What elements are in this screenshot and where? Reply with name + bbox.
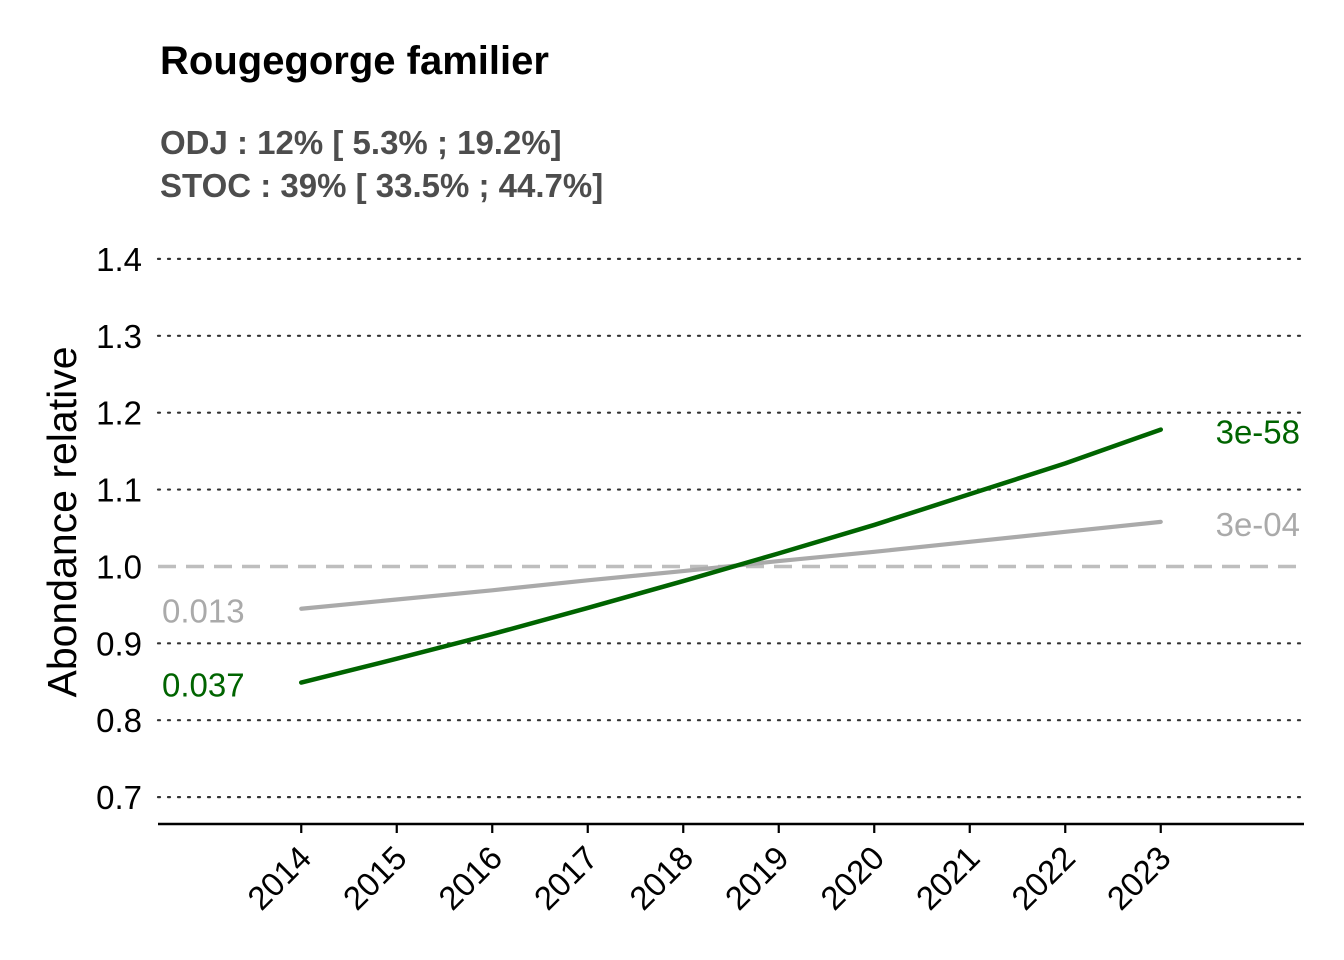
y-tick-label: 0.7 <box>96 779 142 816</box>
series-end-label-1: 3e-04 <box>1216 506 1300 543</box>
x-tick-label: 2016 <box>431 839 509 917</box>
y-tick-label: 1.2 <box>96 395 142 432</box>
y-tick-label: 1.3 <box>96 318 142 355</box>
y-tick-label: 1.1 <box>96 472 142 509</box>
series-labels: 0.013 3e-04 0.037 3e-58 <box>162 414 1300 704</box>
series-start-label-2: 0.037 <box>162 667 245 704</box>
x-tick-label: 2020 <box>813 839 891 917</box>
x-tick-label: 2023 <box>1100 839 1178 917</box>
x-tick-label: 2019 <box>718 839 796 917</box>
chart-subtitle-odj: ODJ : 12% [ 5.3% ; 19.2%] <box>160 124 562 161</box>
series-group <box>299 427 1163 685</box>
series-end-label-2: 3e-58 <box>1216 414 1300 451</box>
y-tick-label: 1.4 <box>96 241 142 278</box>
x-tick-label: 2021 <box>909 839 987 917</box>
y-tick-label: 1.0 <box>96 548 142 585</box>
x-tick-label: 2017 <box>527 839 605 917</box>
x-tick-label: 2018 <box>622 839 700 917</box>
series-line-2 <box>299 427 1163 685</box>
x-tick-label: 2022 <box>1004 839 1082 917</box>
y-tick-label: 0.9 <box>96 625 142 662</box>
y-axis-label: Abondance relative <box>39 346 85 697</box>
axes: 0.7 0.8 0.9 1.0 1.1 1.2 1.3 1.4 2014 2015 2016 2017… <box>96 241 1304 917</box>
series-start-label-1: 0.013 <box>162 593 245 630</box>
chart-title: Rougegorge familier <box>160 39 549 83</box>
chart-subtitle-stoc: STOC : 39% [ 33.5% ; 44.7%] <box>160 167 603 204</box>
x-tick-label: 2015 <box>336 839 414 917</box>
y-tick-label: 0.8 <box>96 702 142 739</box>
grid <box>156 257 1306 799</box>
x-tick-label: 2014 <box>240 839 318 917</box>
